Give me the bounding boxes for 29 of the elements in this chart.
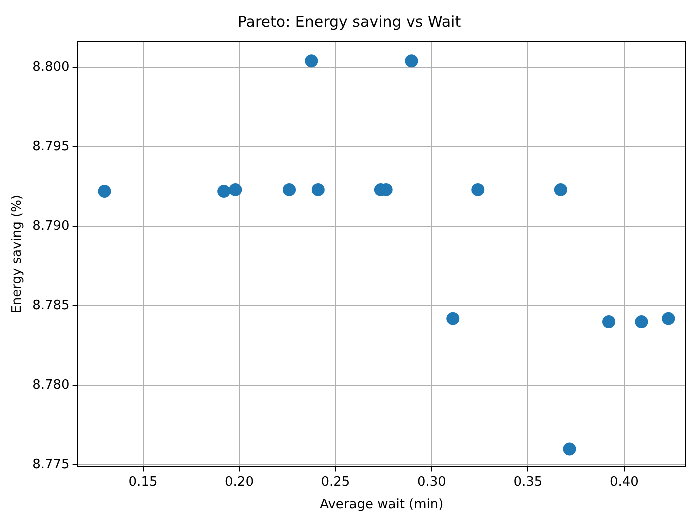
- point: [312, 183, 325, 196]
- x-tick-label: 0.40: [610, 474, 639, 490]
- chart-title: Pareto: Energy saving vs Wait: [238, 12, 462, 31]
- x-tick-label: 0.35: [514, 474, 543, 490]
- point: [446, 312, 460, 326]
- point: [635, 316, 648, 329]
- x-tick-label: 0.15: [128, 474, 158, 490]
- y-tick-label: 8.790: [32, 218, 70, 234]
- point: [98, 185, 112, 198]
- x-tick-label: 0.30: [417, 474, 446, 490]
- x-tick-label: 0.20: [225, 474, 254, 490]
- point: [283, 183, 296, 196]
- point: [218, 185, 231, 198]
- point: [554, 183, 568, 196]
- y-tick-label: 8.780: [32, 378, 70, 394]
- point: [229, 183, 242, 196]
- y-tick-label: 8.800: [32, 60, 70, 75]
- point: [662, 312, 676, 326]
- x-axis-title: Average wait (min): [320, 498, 444, 513]
- point: [472, 183, 485, 196]
- point: [563, 442, 576, 456]
- point: [602, 316, 616, 329]
- y-axis-title: Energy saving (%): [10, 194, 26, 314]
- x-tick-label: 0.25: [321, 474, 350, 490]
- point: [405, 54, 418, 68]
- y-tick-label: 8.775: [32, 458, 70, 473]
- y-tick-label: 8.785: [32, 298, 70, 314]
- point: [305, 54, 318, 68]
- y-tick-label: 8.795: [32, 139, 70, 154]
